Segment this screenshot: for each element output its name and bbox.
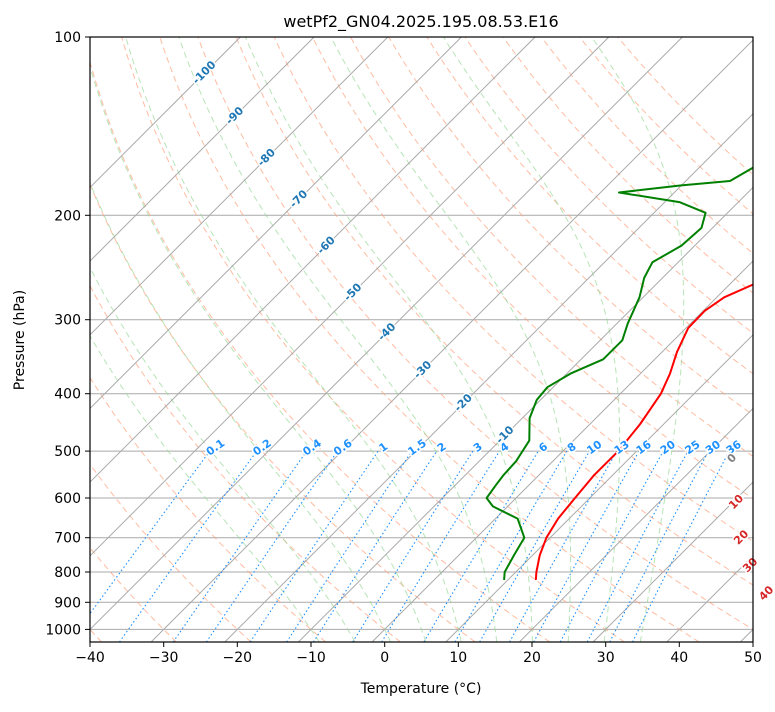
y-tick-label: 1000 (45, 622, 81, 638)
x-tick-label: −30 (149, 650, 179, 666)
y-tick-label: 500 (54, 444, 81, 460)
dry-adiabat-line (618, 37, 775, 642)
y-tick-label: 700 (54, 531, 81, 547)
x-tick-label: 50 (744, 650, 762, 666)
moist-adiabat-line (82, 37, 426, 642)
isotherm-line (372, 37, 775, 642)
mixing-ratio-line (587, 451, 688, 642)
x-tick-label: 10 (449, 650, 467, 666)
dry-adiabat-line (84, 37, 550, 642)
y-tick-label: 200 (54, 208, 81, 224)
x-tick-label: 0 (380, 650, 389, 666)
x-tick-label: 40 (670, 650, 688, 666)
isotherm-label: -80 (255, 146, 278, 169)
y-tick-label: 300 (54, 313, 81, 329)
mixing-ratio-line (287, 451, 412, 642)
moist-adiabat-line (0, 37, 319, 642)
dry-adiabat-line (122, 37, 625, 642)
isotherm-line (225, 37, 775, 642)
dry-adiabat-line (351, 37, 775, 642)
y-tick-label: 900 (54, 595, 81, 611)
moist-adiabat-line (126, 37, 462, 642)
theta-label: 10 (726, 492, 746, 512)
y-tick-label: 100 (54, 30, 81, 46)
mixing-ratio-label: 4 (498, 440, 512, 455)
dry-adiabat-line (7, 37, 400, 642)
mixing-ratio-line (250, 451, 378, 642)
mixing-ratio-label: 8 (565, 440, 579, 455)
mixing-ratio-label: 16 (634, 438, 654, 458)
x-axis-label: Temperature (°C) (360, 681, 482, 697)
x-tick-label: −10 (296, 650, 326, 666)
mixing-ratio-line (353, 451, 473, 642)
mixing-ratio-label: 0.6 (331, 436, 355, 458)
isotherm-line (740, 37, 775, 642)
moist-adiabat-line (331, 37, 571, 642)
mixing-ratio-line (560, 451, 663, 642)
x-tick-label: 30 (597, 650, 615, 666)
mixing-ratio-label: 0.2 (250, 437, 273, 459)
mixing-ratio-label: 1.5 (405, 437, 428, 459)
y-tick-label: 600 (54, 491, 81, 507)
mixing-ratio-label: 6 (536, 440, 550, 455)
theta-label: 40 (756, 583, 775, 603)
x-tick-label: −40 (75, 650, 105, 666)
theta-label: 20 (731, 527, 751, 547)
mixing-ratio-label: 3 (471, 440, 485, 455)
mixing-ratio-label: 25 (683, 438, 703, 457)
moist-adiabat-line (592, 37, 684, 642)
dry-adiabat-line (389, 37, 775, 642)
isotherm-line (151, 37, 756, 642)
plot-frame (90, 37, 753, 642)
isotherm-line (0, 37, 388, 642)
y-tick-label: 400 (54, 387, 81, 403)
moist-adiabat-line (46, 37, 391, 642)
dry-adiabat-line (503, 37, 775, 642)
isotherm-line (0, 37, 461, 642)
mixing-ratio-line (455, 451, 567, 642)
y-axis-label: Pressure (hPa) (12, 290, 28, 390)
dry-adiabat-line (465, 37, 775, 642)
dry-adiabat-line (541, 37, 775, 642)
x-tick-label: 20 (523, 650, 541, 666)
dry-adiabat-line (45, 37, 475, 642)
x-tick-label: −20 (223, 650, 253, 666)
dry-adiabat-line (0, 37, 251, 642)
mixing-ratio-line (510, 451, 617, 642)
isotherm-line (4, 37, 609, 642)
y-tick-label: 800 (54, 565, 81, 581)
mixing-ratio-line (206, 451, 337, 642)
moist-adiabat-line (15, 37, 356, 642)
chart-title: wetPf2_GN04.2025.195.08.53.E16 (283, 12, 558, 32)
mixing-ratio-line (534, 451, 639, 642)
isotherm-line (0, 37, 314, 642)
mixing-ratio-line (314, 451, 437, 642)
dry-adiabat-line (0, 37, 326, 642)
mixing-ratio-line (424, 451, 538, 642)
mixing-ratio-label: 1 (377, 440, 391, 455)
dry-adiabat-line (770, 37, 775, 642)
